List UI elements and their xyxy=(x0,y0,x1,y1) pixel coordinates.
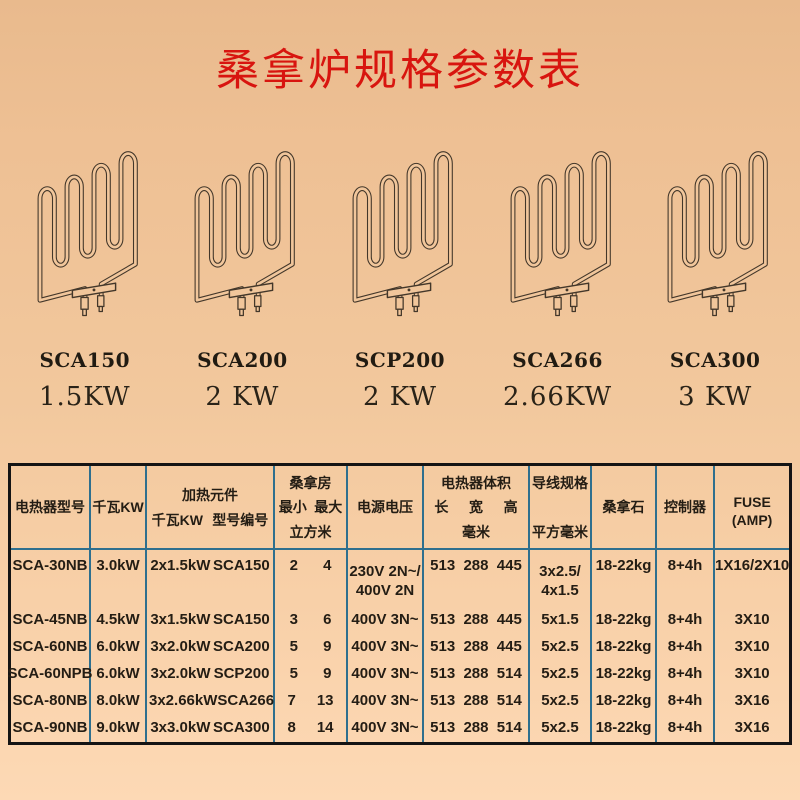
cell-kw: 6.0kW xyxy=(91,661,147,688)
cell-element: 3x2.0kW SCA200 xyxy=(147,634,275,661)
cell-volume: 513 288 514 xyxy=(424,715,530,742)
product-sca200: SCA200 2 KW xyxy=(166,110,318,412)
cell-element: 3x3.0kW SCA300 xyxy=(147,715,275,742)
cell-kw: 9.0kW xyxy=(91,715,147,742)
product-sca300: SCA300 3 KW xyxy=(639,110,791,412)
product-sca266: SCA266 2.66KW xyxy=(482,110,634,412)
header-wire-spec: 导线规格 平方毫米 xyxy=(530,466,592,550)
cell-stones: 18-22kg xyxy=(592,634,657,661)
cell-wire: 5x2.5 xyxy=(530,715,592,742)
cell-kw: 4.5kW xyxy=(91,607,147,634)
cell-kw: 6.0kW xyxy=(91,634,147,661)
cell-model: SCA-45NB xyxy=(11,607,91,634)
header-heater-volume: 电热器体积 长宽高 毫米 xyxy=(424,466,530,550)
cell-fuse: 1X16/2X10 xyxy=(715,557,790,574)
product-power-label: 2 KW xyxy=(362,382,437,412)
cell-wire: 5x2.5 xyxy=(530,634,592,661)
header-controller: 控制器 xyxy=(657,466,715,550)
header-sauna-stones: 桑拿石 xyxy=(592,466,657,550)
cell-voltage: 400V 3N~ xyxy=(348,688,424,715)
heating-element-drawing xyxy=(652,110,778,342)
cell-fuse: 3X16 xyxy=(734,719,770,736)
product-model-label: SCA150 xyxy=(39,348,131,372)
cell-kw: 3.0kW xyxy=(91,550,147,607)
cell-controller: 8+4h xyxy=(657,550,715,607)
cell-voltage: 400V 3N~ xyxy=(348,661,424,688)
product-sca150: SCA150 1.5KW xyxy=(9,110,161,412)
heating-element-drawing xyxy=(495,110,621,342)
page-title: 桑拿炉规格参数表 xyxy=(216,47,584,95)
cell-controller: 8+4h xyxy=(657,607,715,634)
product-model-label: SCA300 xyxy=(669,348,761,372)
cell-kw: 8.0kW xyxy=(91,688,147,715)
cell-stones: 18-22kg xyxy=(592,607,657,634)
cell-fuse: 3X10 xyxy=(734,665,770,682)
product-gallery: SCA150 1.5KW SCA200 2 KW SCP200 2 KW SCA… xyxy=(6,110,794,420)
cell-stones: 18-22kg xyxy=(592,715,657,742)
cell-controller: 8+4h xyxy=(657,661,715,688)
cell-element: 3x1.5kW SCA150 xyxy=(147,607,275,634)
header-sauna-room: 桑拿房 最小 最大 立方米 xyxy=(275,466,348,550)
cell-model: SCA-60NPB xyxy=(7,661,93,688)
product-model-label: SCA266 xyxy=(512,348,603,372)
cell-wire: 5x1.5 xyxy=(530,607,592,634)
product-power-label: 1.5KW xyxy=(39,382,131,412)
heating-element-drawing xyxy=(179,110,305,342)
cell-element: 3x2.0kW SCP200 xyxy=(147,661,275,688)
product-scp200: SCP200 2 KW xyxy=(324,110,476,412)
header-voltage: 电源电压 xyxy=(348,466,424,550)
header-heating-element: 加热元件 千瓦KW 型号编号 xyxy=(147,466,275,550)
cell-voltage: 400V 3N~ xyxy=(348,607,424,634)
product-power-label: 2.66KW xyxy=(503,382,613,412)
cell-element: 2x1.5kW SCA150 xyxy=(147,550,275,607)
spec-table: 电热器型号 千瓦KW 加热元件 千瓦KW 型号编号 桑拿房 最小 最大 立方米 电源… xyxy=(7,463,792,745)
heating-element-drawing xyxy=(337,110,463,342)
header-fuse: FUSE (AMP) xyxy=(715,466,790,550)
product-power-label: 2 KW xyxy=(205,382,280,412)
cell-wire: 3x2.5/4x1.5 xyxy=(530,550,592,607)
cell-model: SCA-80NB xyxy=(11,688,91,715)
product-model-label: SCA200 xyxy=(197,348,288,372)
product-model-label: SCP200 xyxy=(354,348,446,372)
cell-stones: 18-22kg xyxy=(592,661,657,688)
cell-fuse: 3X16 xyxy=(734,692,770,709)
product-power-label: 3 KW xyxy=(678,382,753,412)
cell-fuse: 3X10 xyxy=(734,611,770,628)
header-heater-model: 电热器型号 xyxy=(11,466,91,550)
cell-controller: 8+4h xyxy=(657,688,715,715)
cell-volume: 513 288 445 xyxy=(424,607,530,634)
cell-stones: 18-22kg xyxy=(592,550,657,607)
cell-model: SCA-60NB xyxy=(11,634,91,661)
cell-model: SCA-90NB xyxy=(11,715,91,742)
cell-controller: 8+4h xyxy=(657,634,715,661)
cell-wire: 5x2.5 xyxy=(530,688,592,715)
cell-voltage: 230V 2N~/400V 2N xyxy=(348,550,424,607)
cell-wire: 5x2.5 xyxy=(530,661,592,688)
cell-volume: 513 288 445 xyxy=(424,550,530,607)
cell-fuse: 3X10 xyxy=(734,638,770,655)
heating-element-drawing xyxy=(22,110,148,342)
cell-stones: 18-22kg xyxy=(592,688,657,715)
cell-controller: 8+4h xyxy=(657,715,715,742)
cell-voltage: 400V 3N~ xyxy=(348,715,424,742)
header-kilowatt: 千瓦KW xyxy=(91,466,147,550)
cell-volume: 513 288 445 xyxy=(424,634,530,661)
cell-voltage: 400V 3N~ xyxy=(348,634,424,661)
cell-room: 8 14 xyxy=(275,715,348,742)
cell-element: 3x2.66kW SCA266 xyxy=(147,688,275,715)
cell-volume: 513 288 514 xyxy=(424,688,530,715)
cell-model: SCA-30NB xyxy=(11,550,91,607)
cell-room: 7 13 xyxy=(275,688,348,715)
cell-volume: 513 288 514 xyxy=(424,661,530,688)
